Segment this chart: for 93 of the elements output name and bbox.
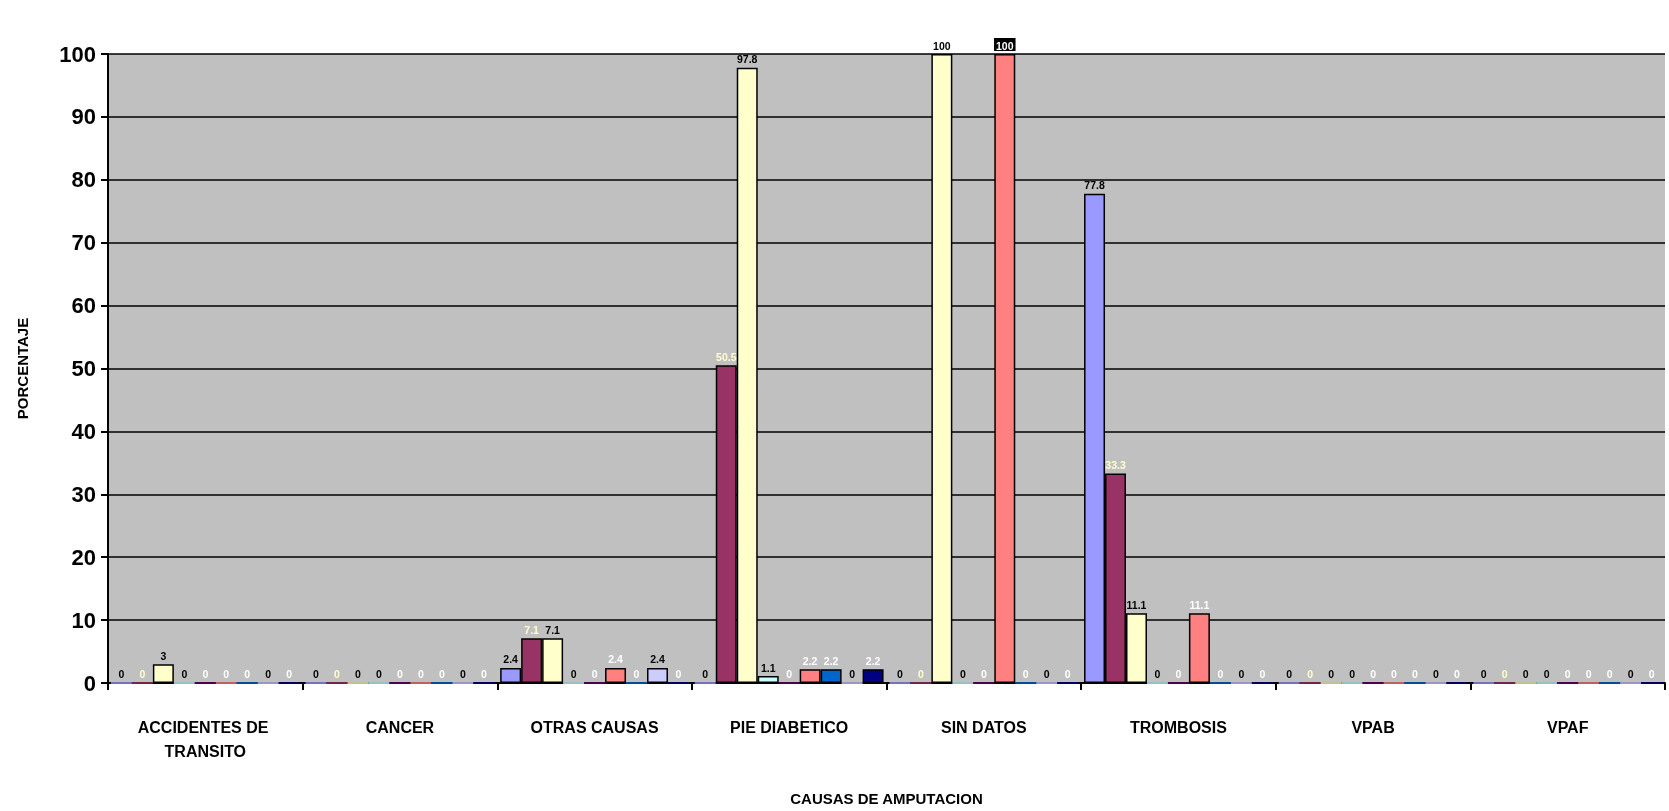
data-label: 97.8 bbox=[737, 53, 758, 66]
y-tick-label: 80 bbox=[71, 167, 96, 193]
y-tick-label: 100 bbox=[59, 41, 96, 67]
data-label: 0 bbox=[959, 667, 966, 680]
data-label: 0 bbox=[1480, 667, 1487, 680]
x-axis-title: CAUSAS DE AMPUTACION bbox=[790, 790, 983, 807]
data-label: 2.2 bbox=[823, 654, 839, 667]
data-label: 0 bbox=[376, 667, 383, 680]
data-label: 1.1 bbox=[760, 661, 776, 674]
data-label: 0 bbox=[1022, 667, 1029, 680]
data-label: 0 bbox=[1648, 667, 1655, 680]
data-label: 0 bbox=[633, 667, 640, 680]
data-label: 0 bbox=[1064, 667, 1071, 680]
y-tick-label: 10 bbox=[71, 607, 96, 633]
data-label: 0 bbox=[980, 667, 987, 680]
y-tick-label: 20 bbox=[71, 544, 96, 570]
y-axis-title: PORCENTAJE bbox=[14, 317, 31, 420]
data-label: 0 bbox=[438, 667, 445, 680]
data-label: 0 bbox=[675, 667, 682, 680]
data-label: 0 bbox=[286, 667, 293, 680]
x-tick-label: CANCER bbox=[365, 718, 435, 736]
data-label: 2.4 bbox=[650, 653, 665, 666]
data-label: 0 bbox=[139, 667, 146, 680]
y-tick-label: 90 bbox=[71, 104, 96, 130]
data-label: 2.2 bbox=[802, 654, 818, 667]
y-tick-label: 30 bbox=[71, 481, 96, 507]
data-label: 0 bbox=[1370, 667, 1377, 680]
x-tick-label: ACCIDENTES DE TRANSITO bbox=[137, 718, 273, 760]
data-label: 0 bbox=[849, 667, 856, 680]
data-label: 0 bbox=[917, 667, 924, 680]
x-tick-label: SIN DATOS bbox=[940, 718, 1027, 736]
y-tick-label: 70 bbox=[71, 230, 96, 256]
data-label: 0 bbox=[1217, 667, 1224, 680]
data-label: 50.5 bbox=[716, 350, 737, 363]
data-label: 0 bbox=[1433, 667, 1440, 680]
data-label: 0 bbox=[334, 667, 341, 680]
data-label: 3 bbox=[160, 649, 167, 662]
data-label: 0 bbox=[313, 667, 320, 680]
data-label: 0 bbox=[223, 667, 230, 680]
data-label: 100 bbox=[996, 39, 1014, 52]
y-tick-label: 40 bbox=[71, 418, 96, 444]
data-label: 7.1 bbox=[524, 623, 540, 636]
data-label: 0 bbox=[1154, 667, 1161, 680]
data-label: 0 bbox=[118, 667, 125, 680]
data-label: 77.8 bbox=[1084, 179, 1105, 192]
x-tick-label: VPAF bbox=[1546, 718, 1589, 736]
data-label: 33.3 bbox=[1105, 459, 1126, 472]
data-label: 0 bbox=[786, 667, 793, 680]
x-tick-label: TROMBOSIS bbox=[1129, 718, 1228, 736]
y-tick-label: 50 bbox=[71, 356, 96, 381]
data-label: 0 bbox=[1043, 667, 1050, 680]
data-label: 0 bbox=[1391, 667, 1398, 680]
data-label: 0 bbox=[265, 667, 272, 680]
data-label: 2.4 bbox=[608, 653, 623, 666]
data-label: 0 bbox=[1543, 667, 1550, 680]
y-tick-label: 60 bbox=[71, 293, 96, 319]
data-label: 0 bbox=[1627, 667, 1634, 680]
data-label: 0 bbox=[202, 667, 209, 680]
data-label: 0 bbox=[417, 667, 424, 680]
data-label: 0 bbox=[459, 667, 466, 680]
data-label: 0 bbox=[702, 667, 709, 680]
data-label: 0 bbox=[1259, 667, 1266, 680]
data-label: 0 bbox=[1501, 667, 1508, 680]
data-label: 0 bbox=[1606, 667, 1613, 680]
data-label: 0 bbox=[480, 667, 487, 680]
data-label: 11.1 bbox=[1126, 598, 1147, 611]
data-label: 2.2 bbox=[865, 654, 881, 667]
x-tick-label: VPAB bbox=[1351, 718, 1395, 736]
data-label: 100 bbox=[933, 39, 951, 52]
x-tick-label: OTRAS CAUSAS bbox=[530, 718, 659, 736]
y-tick-label: 0 bbox=[83, 670, 96, 696]
data-label: 0 bbox=[1564, 667, 1571, 680]
data-label: 0 bbox=[1307, 667, 1314, 680]
data-label: 0 bbox=[244, 667, 251, 680]
data-label: 0 bbox=[1349, 667, 1356, 680]
data-label: 0 bbox=[1175, 667, 1182, 680]
data-label: 2.4 bbox=[503, 653, 519, 666]
data-label: 0 bbox=[1412, 667, 1419, 680]
data-label: 0 bbox=[397, 667, 404, 680]
data-label: 0 bbox=[181, 667, 188, 680]
data-label: 0 bbox=[591, 667, 598, 680]
data-label: 0 bbox=[1238, 667, 1245, 680]
data-label: 0 bbox=[1286, 667, 1293, 680]
data-label: 0 bbox=[355, 667, 362, 680]
data-label: 7.1 bbox=[545, 623, 561, 636]
data-label: 0 bbox=[1522, 667, 1529, 680]
x-tick-label: PIE DIABETICO bbox=[730, 718, 849, 736]
data-label: 0 bbox=[570, 667, 577, 680]
data-label: 0 bbox=[1328, 667, 1335, 680]
data-label: 0 bbox=[896, 667, 903, 680]
data-label: 11.1 bbox=[1189, 598, 1210, 611]
data-label: 0 bbox=[1585, 667, 1592, 680]
data-label: 0 bbox=[1454, 667, 1461, 680]
